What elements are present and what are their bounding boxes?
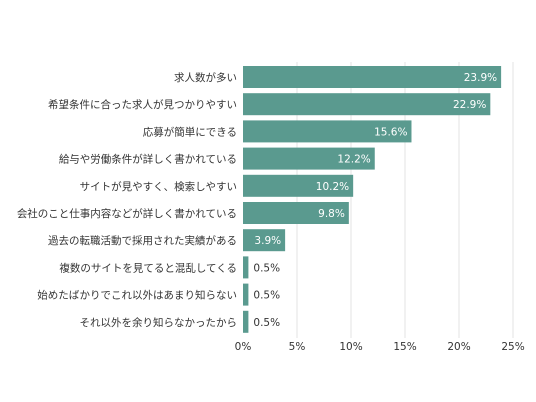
x-tick-label: 0% xyxy=(235,341,252,353)
bar xyxy=(243,202,349,224)
data-label: 0.5% xyxy=(253,262,280,274)
x-tick-label: 15% xyxy=(393,341,416,353)
bar xyxy=(243,147,375,170)
category-label: 会社のこと仕事内容などが詳しく書かれている xyxy=(17,207,237,220)
bar xyxy=(243,120,412,143)
data-label: 10.2% xyxy=(316,181,349,193)
data-label: 0.5% xyxy=(253,317,280,329)
data-label: 15.6% xyxy=(374,126,407,138)
x-tick-label: 5% xyxy=(289,341,306,353)
bar xyxy=(243,229,286,252)
data-label: 22.9% xyxy=(453,99,486,111)
category-label: それ以外を余り知らなかったから xyxy=(80,316,238,329)
bar xyxy=(243,283,249,306)
data-label: 3.9% xyxy=(254,235,281,247)
data-label: 23.9% xyxy=(464,72,497,84)
category-label: サイトが見やすく、検索しやすい xyxy=(80,180,237,193)
data-label: 0.5% xyxy=(253,290,280,302)
category-label: 給与や労働条件が詳しく書かれている xyxy=(59,153,237,166)
data-label: 12.2% xyxy=(337,154,370,166)
bar xyxy=(243,174,354,197)
category-label: 求人数が多い xyxy=(174,71,237,84)
bar xyxy=(243,256,249,279)
category-label: 複数のサイトを見てると混乱してくる xyxy=(59,261,237,274)
category-label: 希望条件に合った求人が見つかりやすい xyxy=(48,98,237,111)
bar xyxy=(243,66,502,88)
category-label: 始めたばかりでこれ以外はあまり知らない xyxy=(37,289,237,302)
x-tick-label: 25% xyxy=(501,341,524,353)
bar xyxy=(243,93,491,116)
category-label: 過去の転職活動で採用された実績がある xyxy=(48,234,237,247)
bar xyxy=(243,310,249,333)
x-tick-label: 10% xyxy=(339,341,362,353)
x-tick-label: 20% xyxy=(447,341,470,353)
category-label: 応募が簡単にできる xyxy=(143,125,237,138)
data-label: 9.8% xyxy=(318,208,345,220)
